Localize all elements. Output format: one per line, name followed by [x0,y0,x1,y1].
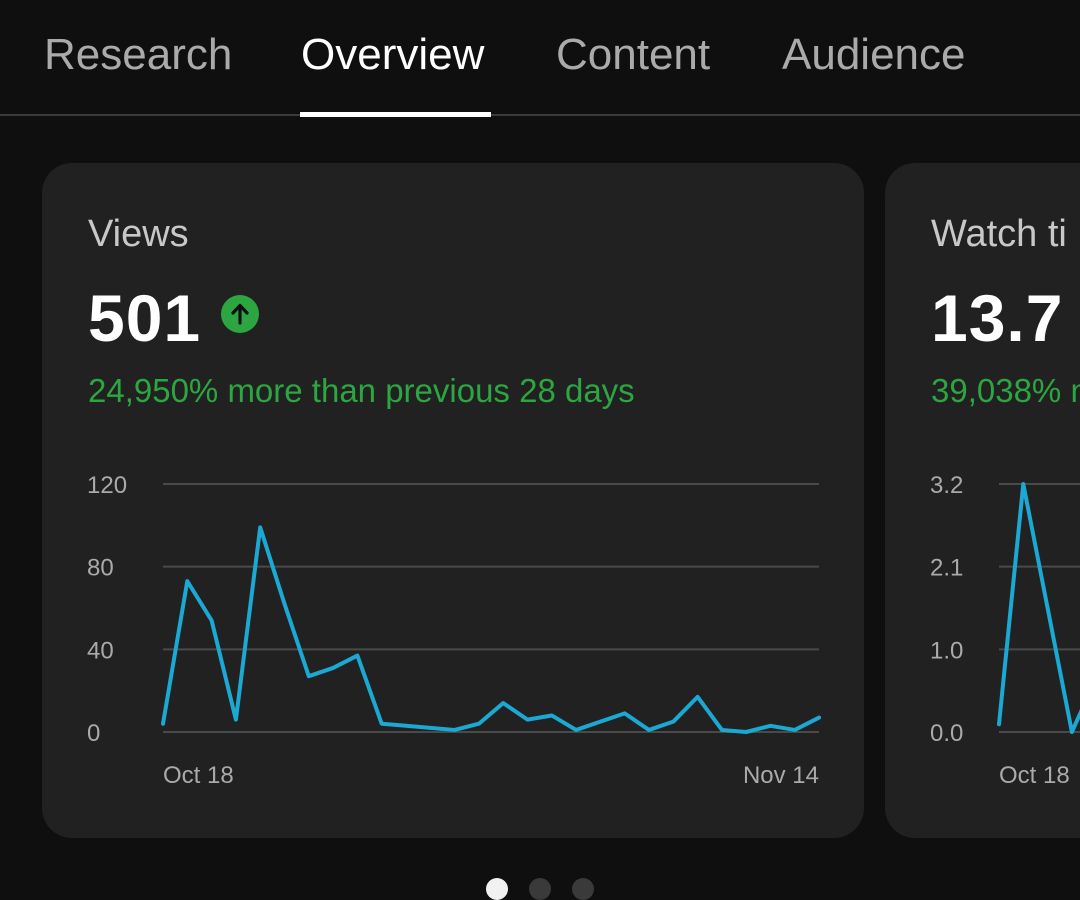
page-dot[interactable] [529,878,551,900]
y-tick-label: 40 [87,637,114,664]
page-dot[interactable] [572,878,594,900]
y-tick-label: 0 [87,720,100,747]
x-tick-label: Oct 18 [999,762,1070,789]
y-tick-label: 80 [87,555,114,582]
y-tick-label: 3.2 [930,472,963,499]
y-tick-label: 1.0 [930,637,963,664]
x-tick-label: Oct 18 [163,762,234,789]
series-line [999,484,1080,732]
page-dot[interactable] [486,878,508,900]
y-tick-label: 0.0 [930,720,963,747]
y-tick-label: 120 [87,472,127,499]
series-line [163,527,819,732]
views-chart: 0 40 80 120 Oct 18 Nov 14 [87,472,819,789]
watch-time-chart: 0.0 1.0 2.1 3.2 Oct 18 [930,472,1080,789]
x-tick-label: Nov 14 [743,762,819,789]
y-tick-label: 2.1 [930,555,963,582]
